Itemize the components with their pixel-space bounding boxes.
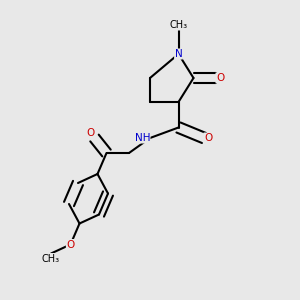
Text: O: O	[204, 133, 212, 143]
Text: O: O	[216, 73, 224, 83]
Text: O: O	[86, 128, 94, 138]
Text: NH: NH	[134, 133, 150, 143]
Text: O: O	[66, 239, 75, 250]
Text: CH₃: CH₃	[42, 254, 60, 263]
Text: CH₃: CH₃	[169, 20, 188, 30]
Text: N: N	[175, 49, 182, 59]
